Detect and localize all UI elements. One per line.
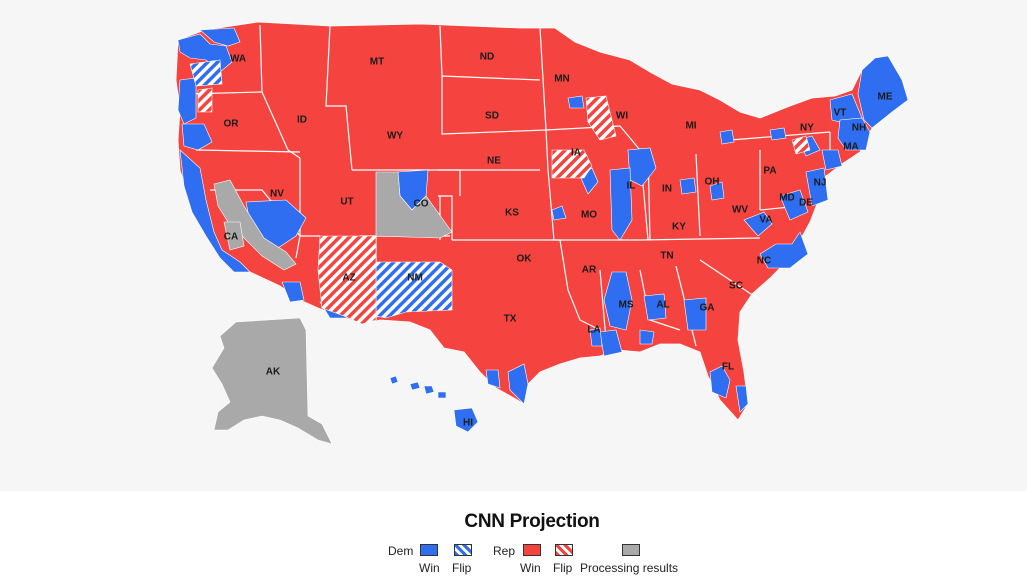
state-label-me: ME: [878, 92, 893, 103]
legend-rep-flip-label: Flip: [553, 561, 573, 575]
state-label-ar: AR: [582, 265, 597, 276]
state-label-ut: UT: [340, 197, 353, 208]
state-label-wv: WV: [732, 205, 748, 216]
state-label-il: IL: [627, 181, 636, 192]
state-label-fl: FL: [722, 362, 734, 373]
legend-dem-flip-swatch: [454, 544, 472, 556]
legend-dem-label: Dem: [388, 544, 414, 558]
state-label-wi: WI: [616, 111, 628, 122]
state-label-nj: NJ: [814, 178, 827, 189]
state-label-ny: NY: [800, 123, 814, 134]
state-label-mo: MO: [581, 210, 597, 221]
state-label-ms: MS: [619, 300, 634, 311]
legend-rep-win-label: Win: [520, 561, 541, 575]
legend-dem-flip-label: Flip: [452, 561, 472, 575]
state-label-ks: KS: [505, 208, 519, 219]
state-label-wa: WA: [230, 54, 246, 65]
state-label-tn: TN: [660, 251, 673, 262]
state-label-nv: NV: [270, 189, 284, 200]
state-label-ia: IA: [571, 148, 581, 159]
state-label-va: VA: [759, 215, 772, 226]
state-label-ca: CA: [224, 232, 238, 243]
state-label-sd: SD: [485, 111, 499, 122]
legend-title: CNN Projection: [464, 511, 600, 532]
state-label-az: AZ: [342, 273, 355, 284]
state-label-ok: OK: [517, 254, 533, 265]
state-label-ne: NE: [487, 156, 501, 167]
state-label-nm: NM: [407, 273, 423, 284]
legend-dem-win-label: Win: [419, 561, 440, 575]
state-label-pa: PA: [763, 166, 776, 177]
state-label-la: LA: [587, 325, 600, 336]
state-label-mn: MN: [554, 74, 570, 85]
legend-rep-win-swatch: [523, 544, 541, 556]
flip-regions: [189, 59, 811, 325]
legend-processing-label: Processing results: [580, 561, 679, 575]
processing-regions: [211, 171, 453, 445]
legend-processing-swatch: [622, 544, 640, 556]
state-label-de: DE: [799, 198, 813, 209]
state-label-oh: OH: [705, 177, 720, 188]
legend-rep-flip-swatch: [555, 544, 573, 556]
state-label-nc: NC: [757, 256, 771, 267]
state-label-ak: AK: [266, 367, 281, 378]
state-label-ma: MA: [843, 142, 859, 153]
state-label-al: AL: [656, 300, 669, 311]
state-label-or: OR: [224, 119, 240, 130]
state-label-nd: ND: [480, 52, 494, 63]
state-label-mt: MT: [370, 57, 384, 68]
us-house-map: WA OR CA NV ID MT WY UT CO AZ NM ND SD N…: [175, 21, 909, 445]
state-label-id: ID: [297, 115, 307, 126]
state-label-nh: NH: [852, 123, 866, 134]
state-label-co: CO: [414, 199, 429, 210]
state-label-hi: HI: [463, 418, 473, 429]
state-borders: [183, 24, 831, 347]
state-label-ga: GA: [700, 303, 715, 314]
state-labels: WA OR CA NV ID MT WY UT CO AZ NM ND SD N…: [224, 52, 893, 429]
hawaii-shape: [389, 375, 479, 433]
state-label-wy: WY: [387, 131, 403, 142]
state-label-tx: TX: [504, 314, 517, 325]
state-label-mi: MI: [685, 121, 696, 132]
map-legend: Dem Rep Win Flip Win Flip Processing res…: [386, 542, 706, 578]
dem-districts: [177, 27, 909, 413]
legend-dem-win-swatch: [420, 544, 438, 556]
state-label-vt: VT: [834, 108, 847, 119]
state-label-in: IN: [662, 184, 672, 195]
map-panel: WA OR CA NV ID MT WY UT CO AZ NM ND SD N…: [175, 21, 909, 445]
state-label-ky: KY: [672, 222, 686, 233]
state-label-sc: SC: [729, 281, 743, 292]
legend-rep-label: Rep: [493, 544, 516, 558]
state-label-md: MD: [779, 193, 795, 204]
